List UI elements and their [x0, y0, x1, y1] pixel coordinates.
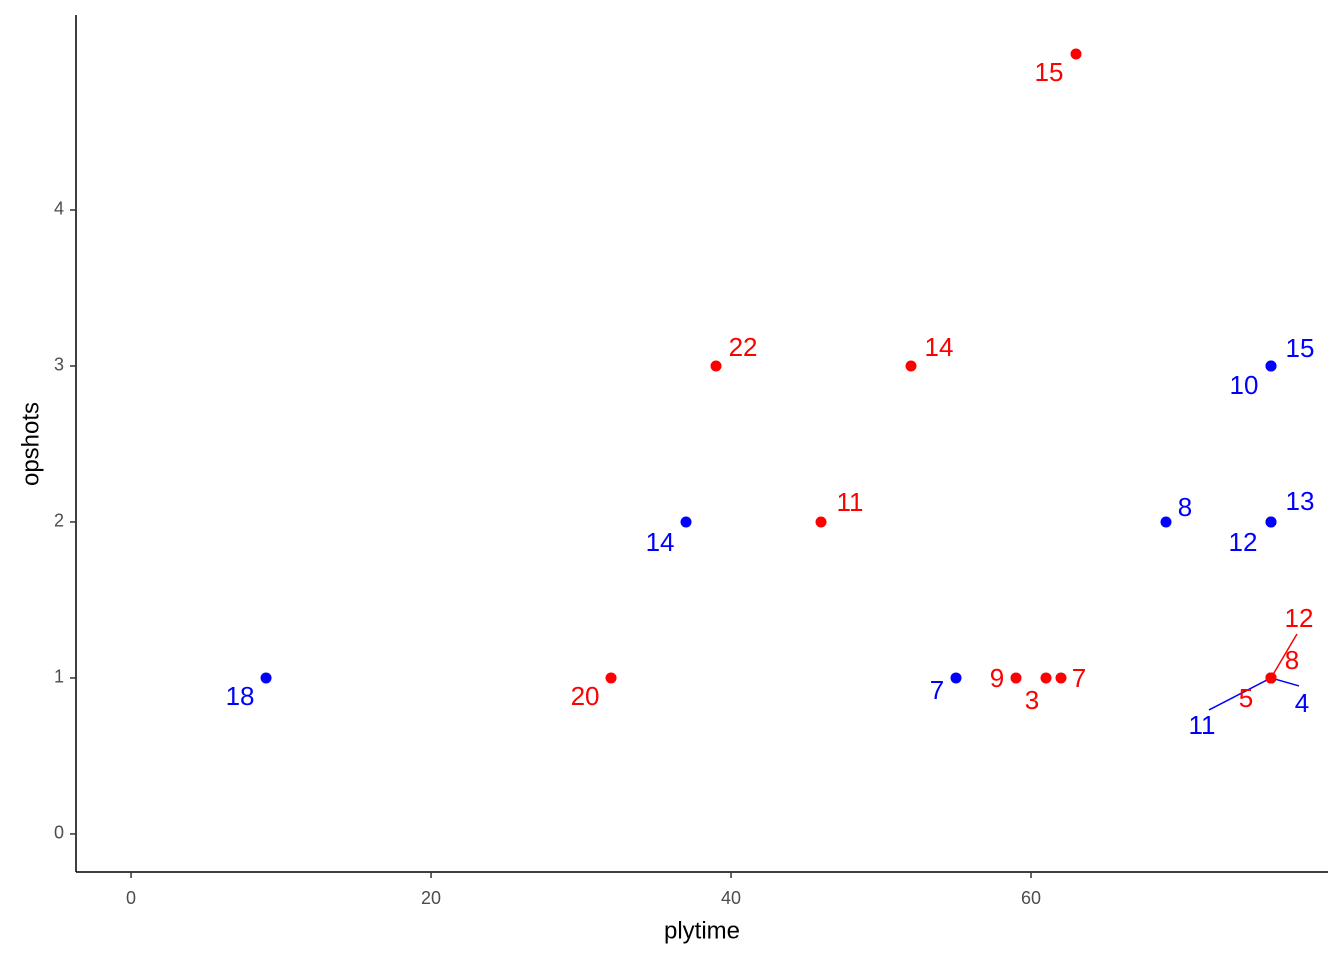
point: [1265, 672, 1277, 684]
point: [605, 672, 617, 684]
x-tick-label: 60: [1021, 888, 1041, 908]
label-leader: [1270, 633, 1298, 679]
point-label: 11: [1189, 710, 1216, 740]
label-leader: [1208, 677, 1272, 711]
point: [680, 516, 692, 528]
point-label: 15: [1286, 333, 1315, 363]
point-label: 14: [646, 527, 675, 557]
y-tick-label: 1: [54, 667, 64, 687]
point: [1040, 672, 1052, 684]
point: [710, 360, 722, 372]
point: [1265, 516, 1277, 528]
y-tick-label: 2: [54, 511, 64, 531]
x-tick-label: 40: [721, 888, 741, 908]
point-label: 7: [1072, 663, 1086, 693]
point-label: 15: [1035, 57, 1064, 87]
point-label: 18: [226, 681, 255, 711]
y-tick-label: 3: [54, 355, 64, 375]
point: [260, 672, 272, 684]
point: [1055, 672, 1067, 684]
point: [1160, 516, 1172, 528]
point-label: 22: [729, 332, 758, 362]
point-label: 10: [1230, 370, 1259, 400]
point-label: 3: [1025, 685, 1039, 715]
point-label: 12: [1229, 527, 1258, 557]
point: [1010, 672, 1022, 684]
point-label: 8: [1178, 492, 1192, 522]
point: [815, 516, 827, 528]
x-tick-label: 0: [126, 888, 136, 908]
point-label: 11: [837, 487, 864, 517]
point-label: 5: [1239, 683, 1253, 713]
y-tick-label: 4: [54, 199, 64, 219]
point-label: 4: [1295, 688, 1309, 718]
point-label: 9: [990, 663, 1004, 693]
point-label: 14: [925, 332, 954, 362]
y-axis-title: opshots: [17, 402, 44, 486]
point: [905, 360, 917, 372]
point-label: 13: [1286, 486, 1315, 516]
point-label: 12: [1285, 603, 1314, 633]
point: [950, 672, 962, 684]
x-tick-label: 20: [421, 888, 441, 908]
y-tick-label: 0: [54, 823, 64, 843]
x-axis-title: plytime: [664, 917, 740, 944]
point: [1265, 360, 1277, 372]
point-label: 8: [1285, 645, 1299, 675]
point: [1070, 48, 1082, 60]
point-label: 7: [930, 675, 944, 705]
point-label: 20: [571, 681, 600, 711]
